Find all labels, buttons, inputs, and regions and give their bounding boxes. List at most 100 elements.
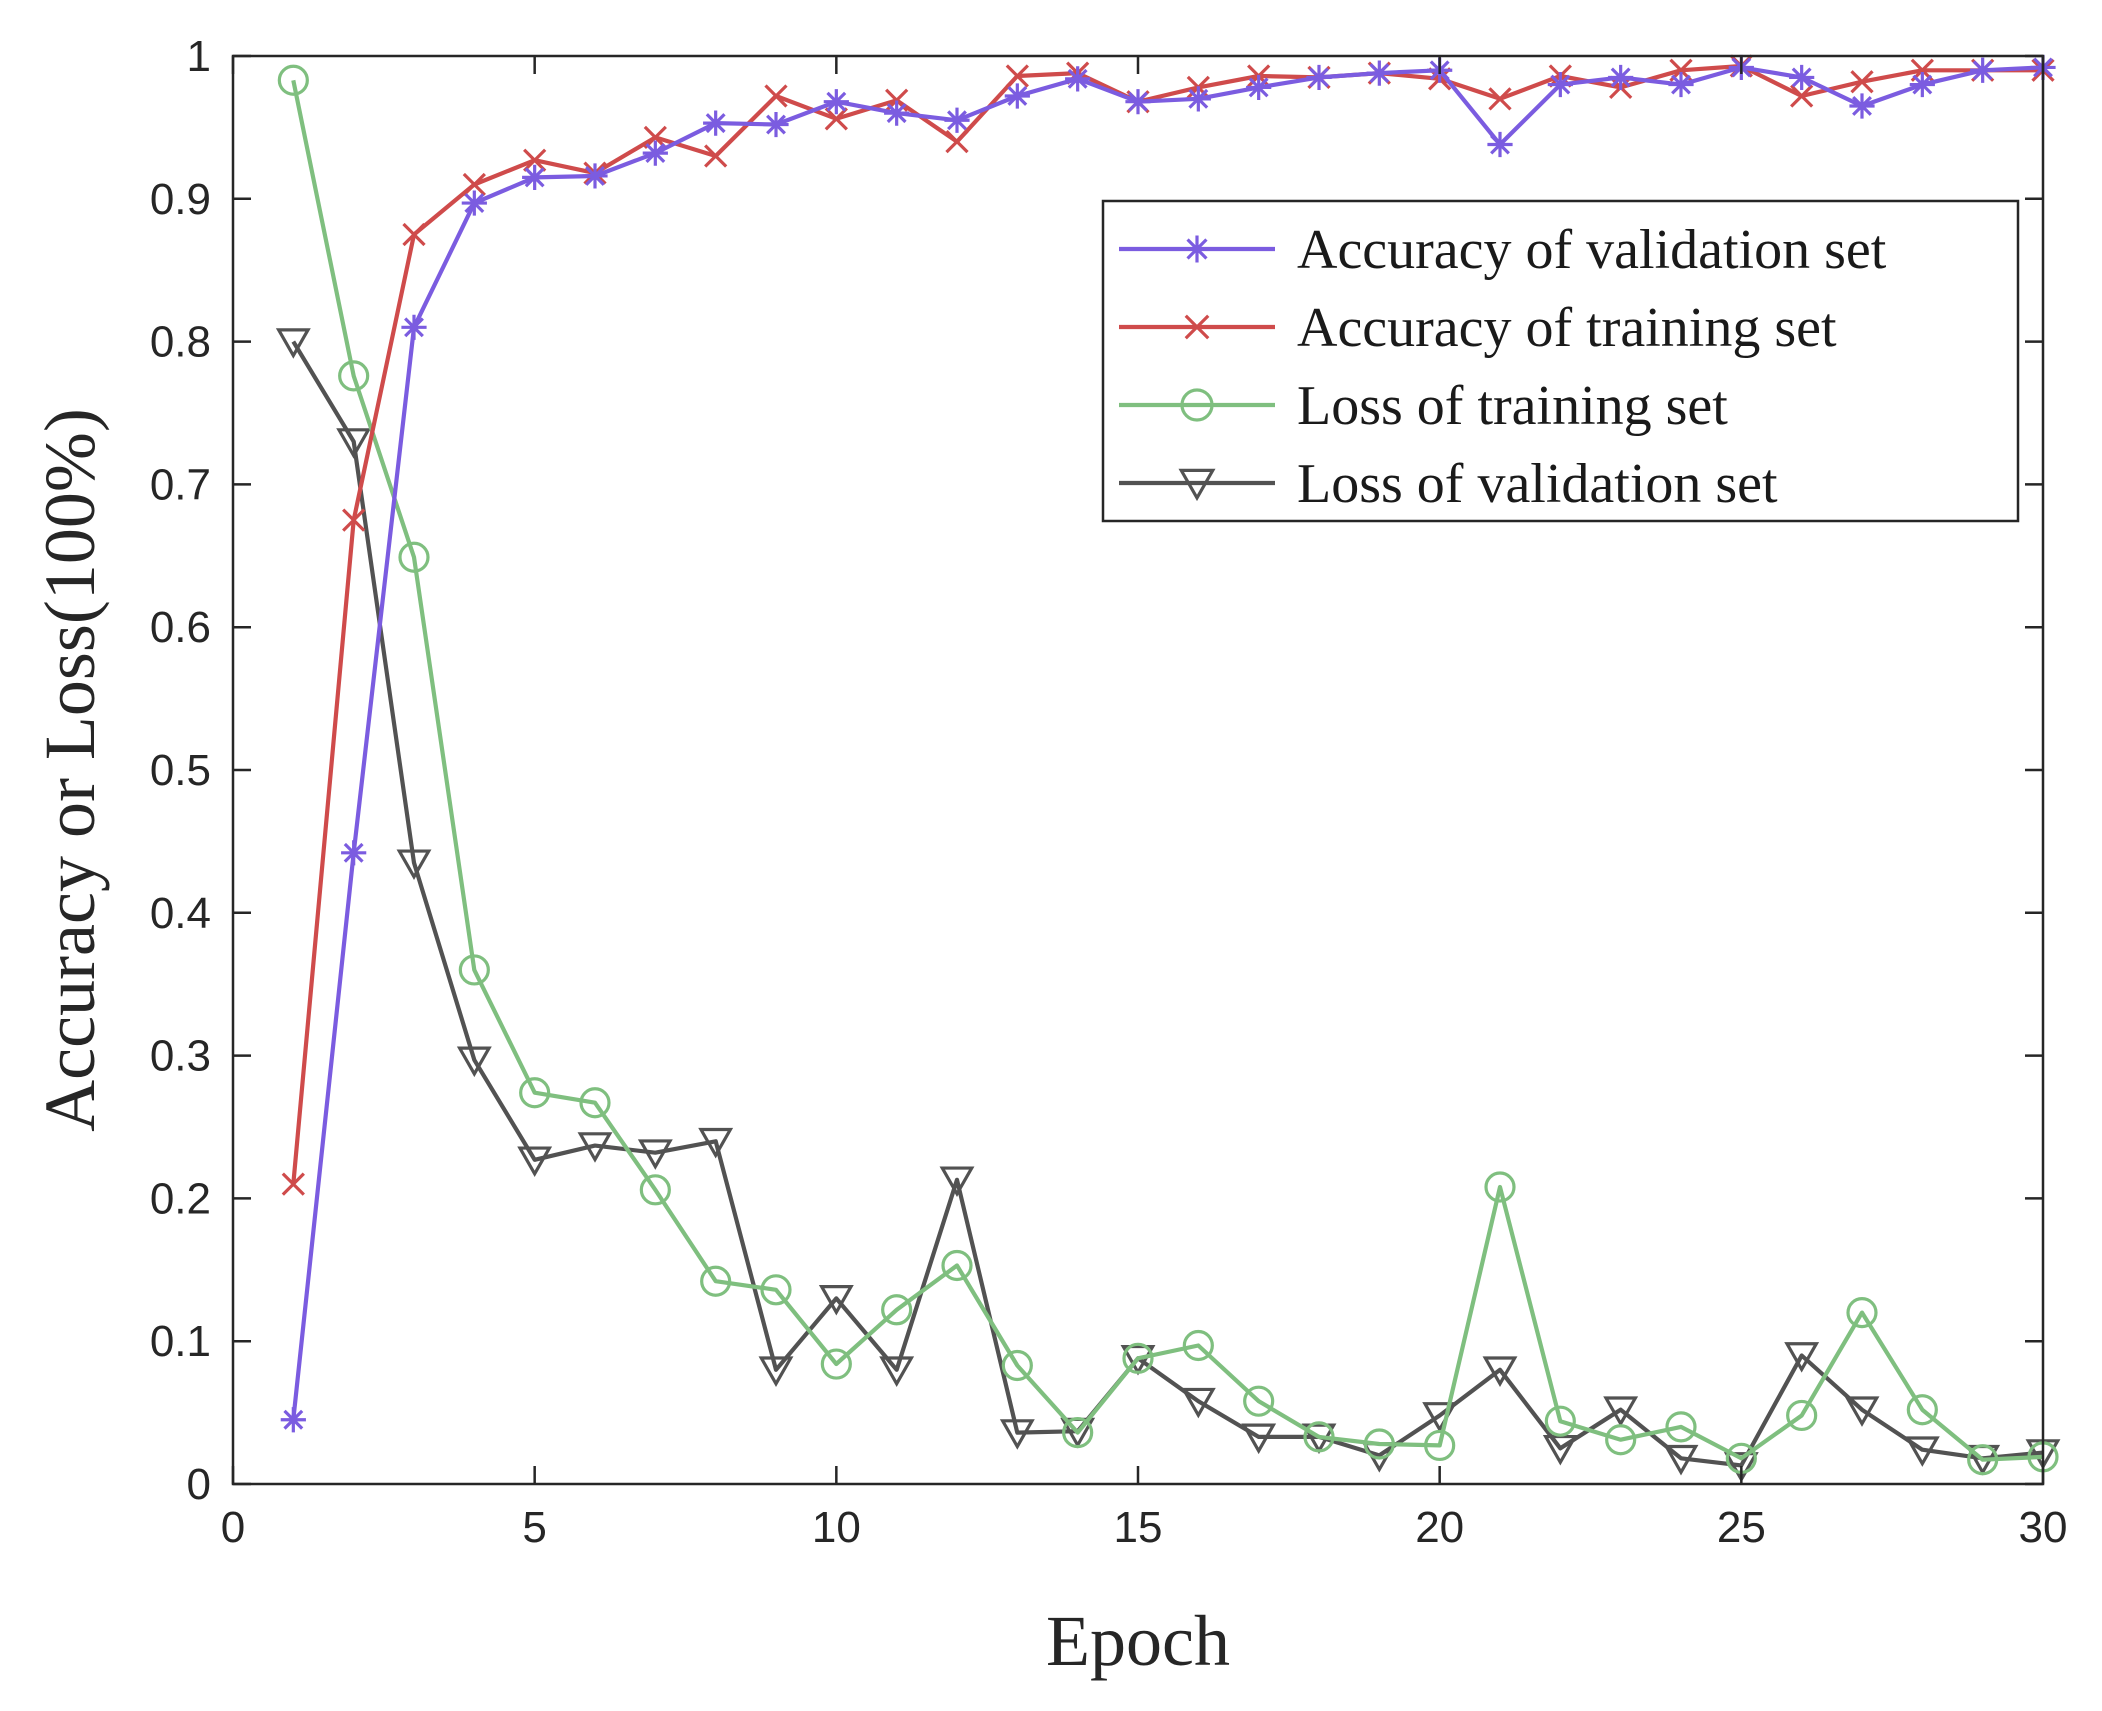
- data-point-loss-of-training-set-7: [639, 1174, 671, 1206]
- data-point-loss-of-training-set-23: [1605, 1424, 1637, 1456]
- data-point-loss-of-training-set-29: [1967, 1444, 1999, 1476]
- data-point-loss-of-validation-set-25: [1723, 1452, 1759, 1483]
- data-point-loss-of-validation-set-1: [275, 328, 311, 359]
- data-point-loss-of-validation-set-21: [1482, 1356, 1518, 1387]
- x-axis-title: Epoch: [1046, 1601, 1230, 1681]
- data-point-accuracy-of-training-set-12: [945, 130, 969, 154]
- x-tick-label-0: 0: [221, 1503, 245, 1552]
- data-point-accuracy-of-validation-set-22: [1547, 71, 1573, 98]
- legend-marker-accuracy-of-validation-set: [1183, 235, 1211, 263]
- y-tick-label-6: 0.6: [150, 603, 211, 652]
- data-point-loss-of-validation-set-3: [396, 849, 432, 881]
- x-tick-label-5: 5: [522, 1503, 546, 1552]
- y-tick-label-4: 0.4: [150, 889, 211, 938]
- data-point-accuracy-of-validation-set-28: [1909, 71, 1935, 98]
- y-tick-label-8: 0.8: [150, 318, 211, 367]
- data-point-loss-of-training-set-10: [820, 1348, 852, 1380]
- data-point-accuracy-of-validation-set-16: [1185, 86, 1211, 112]
- data-point-accuracy-of-validation-set-12: [944, 107, 970, 133]
- legend-marker-accuracy-of-training-set: [1184, 314, 1210, 340]
- data-point-loss-of-validation-set-17: [1241, 1423, 1277, 1455]
- data-point-accuracy-of-training-set-1: [281, 1172, 305, 1196]
- data-point-accuracy-of-validation-set-3: [401, 314, 427, 340]
- ticks: 0 5 10 15 20 25 30 0 0.1 0.2 0.3 0.4 0.5 0.6 0.7 0.8 0.9…: [150, 32, 2068, 1552]
- legend-label-loss-of-validation-set: Loss of validation set: [1297, 453, 1778, 515]
- y-tick-label-9: 0.9: [150, 175, 211, 224]
- data-point-loss-of-validation-set-15: [1120, 1344, 1156, 1376]
- data-point-accuracy-of-validation-set-26: [1789, 64, 1815, 91]
- data-point-accuracy-of-validation-set-8: [703, 110, 729, 136]
- data-point-accuracy-of-training-set-4: [462, 172, 486, 197]
- series-accuracy-of-validation-set: [280, 54, 2056, 1433]
- data-point-accuracy-of-validation-set-29: [1970, 57, 1996, 83]
- data-point-loss-of-training-set-21: [1484, 1171, 1516, 1203]
- data-point-loss-of-validation-set-6: [577, 1132, 613, 1163]
- data-point-loss-of-training-set-15: [1122, 1342, 1154, 1374]
- legend-label-accuracy-of-validation-set: Accuracy of validation set: [1297, 219, 1887, 281]
- legend-entry-loss-of-training-set: Loss of training set: [1119, 375, 1728, 437]
- data-point-loss-of-training-set-11: [881, 1294, 913, 1326]
- y-tick-label-2: 0.2: [150, 1174, 211, 1223]
- legend-label-accuracy-of-training-set: Accuracy of training set: [1297, 297, 1837, 359]
- series-loss-of-training-set: [277, 64, 2059, 1476]
- data-point-loss-of-validation-set-23: [1603, 1396, 1639, 1427]
- data-point-loss-of-validation-set-8: [698, 1127, 734, 1159]
- data-point-accuracy-of-training-set-13: [1005, 64, 1029, 88]
- data-point-loss-of-validation-set-24: [1663, 1444, 1699, 1476]
- data-point-accuracy-of-validation-set-13: [1004, 83, 1030, 109]
- data-point-loss-of-training-set-1: [277, 64, 309, 96]
- data-point-accuracy-of-validation-set-6: [582, 163, 608, 189]
- data-point-accuracy-of-training-set-26: [1790, 84, 1814, 108]
- legend-label-loss-of-training-set: Loss of training set: [1297, 375, 1728, 437]
- legend-entry-accuracy-of-validation-set: Accuracy of validation set: [1119, 219, 1887, 281]
- data-point-loss-of-training-set-22: [1544, 1405, 1576, 1437]
- data-point-loss-of-training-set-20: [1424, 1429, 1456, 1462]
- data-point-accuracy-of-training-set-21: [1488, 87, 1512, 111]
- data-point-accuracy-of-training-set-5: [523, 148, 547, 172]
- legend-marker-loss-of-validation-set: [1178, 468, 1216, 502]
- data-point-accuracy-of-validation-set-7: [642, 140, 668, 166]
- data-point-accuracy-of-validation-set-14: [1065, 66, 1091, 92]
- data-point-loss-of-validation-set-2: [336, 428, 372, 459]
- data-point-accuracy-of-validation-set-23: [1608, 64, 1634, 91]
- data-point-loss-of-validation-set-16: [1180, 1387, 1216, 1419]
- series-line-loss-of-training-set: [291, 79, 2044, 1462]
- data-point-loss-of-validation-set-4: [456, 1046, 492, 1078]
- data-point-accuracy-of-validation-set-10: [823, 89, 849, 115]
- x-tick-label-25: 25: [1717, 1503, 1766, 1552]
- data-point-accuracy-of-validation-set-24: [1668, 71, 1694, 98]
- data-point-loss-of-training-set-6: [579, 1087, 611, 1119]
- data-point-accuracy-of-training-set-2: [342, 508, 366, 532]
- data-point-accuracy-of-validation-set-18: [1306, 64, 1332, 91]
- series-layer: [275, 54, 2061, 1483]
- legend-box: [1101, 199, 2020, 523]
- y-tick-label-0: 0: [187, 1460, 211, 1509]
- legend-marker-loss-of-training-set: [1180, 388, 1214, 422]
- data-point-accuracy-of-training-set-3: [402, 222, 426, 247]
- y-tick-label-3: 0.3: [150, 1032, 211, 1081]
- data-point-loss-of-validation-set-13: [999, 1419, 1035, 1450]
- data-point-loss-of-validation-set-12: [939, 1166, 975, 1198]
- x-tick-label-30: 30: [2019, 1503, 2068, 1552]
- x-tick-label-10: 10: [812, 1503, 861, 1552]
- data-point-accuracy-of-training-set-9: [764, 84, 788, 108]
- data-point-loss-of-training-set-19: [1363, 1428, 1395, 1460]
- data-point-loss-of-training-set-16: [1182, 1329, 1214, 1362]
- data-point-loss-of-validation-set-28: [1904, 1436, 1940, 1467]
- data-point-loss-of-validation-set-10: [818, 1285, 854, 1316]
- data-point-loss-of-validation-set-27: [1844, 1396, 1880, 1427]
- legend-entry-loss-of-validation-set: Loss of validation set: [1119, 453, 1778, 515]
- y-axis-title: Accuracy or Loss(100%): [30, 408, 110, 1132]
- data-point-accuracy-of-training-set-27: [1850, 70, 1874, 94]
- data-point-loss-of-training-set-28: [1906, 1394, 1938, 1426]
- data-point-accuracy-of-validation-set-1: [280, 1407, 306, 1433]
- data-point-loss-of-training-set-13: [1001, 1349, 1033, 1382]
- data-point-loss-of-validation-set-7: [637, 1139, 673, 1170]
- data-point-accuracy-of-validation-set-17: [1246, 74, 1272, 101]
- data-point-accuracy-of-validation-set-15: [1125, 89, 1151, 115]
- data-point-loss-of-training-set-2: [338, 360, 370, 392]
- data-point-loss-of-training-set-18: [1303, 1421, 1335, 1453]
- legend-items: Accuracy of validation set Accuracy of tr…: [1119, 219, 1887, 515]
- x-tick-label-20: 20: [1415, 1503, 1464, 1552]
- data-point-accuracy-of-validation-set-5: [522, 164, 548, 190]
